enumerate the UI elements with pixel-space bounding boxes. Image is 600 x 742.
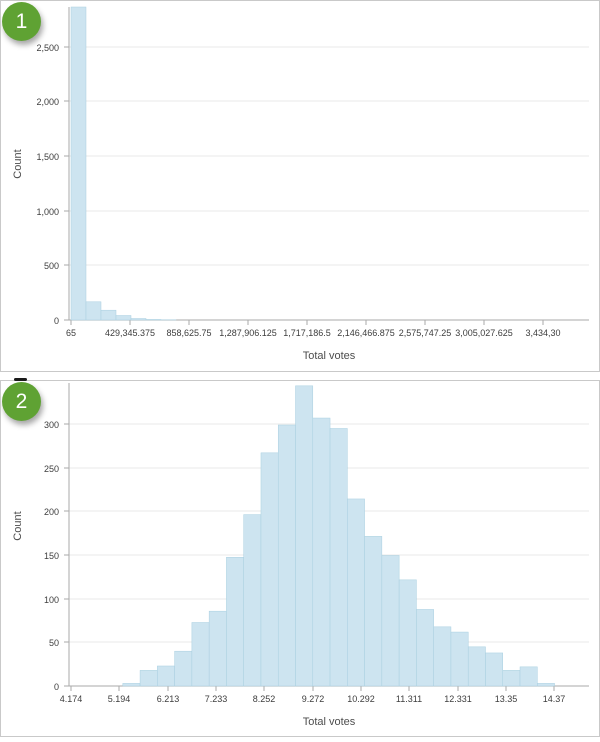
svg-text:300: 300 bbox=[44, 420, 59, 430]
svg-text:10.292: 10.292 bbox=[347, 694, 375, 704]
svg-text:65: 65 bbox=[66, 328, 76, 338]
svg-text:Total votes: Total votes bbox=[303, 716, 356, 728]
svg-text:0: 0 bbox=[54, 682, 59, 692]
svg-text:250: 250 bbox=[44, 464, 59, 474]
svg-text:12.331: 12.331 bbox=[444, 694, 472, 704]
svg-text:2,500: 2,500 bbox=[36, 43, 59, 53]
svg-text:4.174: 4.174 bbox=[60, 694, 83, 704]
svg-text:1,717,186.5: 1,717,186.5 bbox=[283, 328, 331, 338]
svg-text:Count: Count bbox=[12, 149, 24, 178]
svg-text:150: 150 bbox=[44, 551, 59, 561]
svg-text:858,625.75: 858,625.75 bbox=[166, 328, 211, 338]
svg-text:500: 500 bbox=[44, 261, 59, 271]
svg-text:200: 200 bbox=[44, 507, 59, 517]
svg-text:2,575,747.25: 2,575,747.25 bbox=[399, 328, 452, 338]
svg-text:6.213: 6.213 bbox=[157, 694, 180, 704]
svg-text:3,005,027.625: 3,005,027.625 bbox=[455, 328, 513, 338]
svg-text:8.252: 8.252 bbox=[253, 694, 276, 704]
svg-text:100: 100 bbox=[44, 595, 59, 605]
svg-text:1,287,906.125: 1,287,906.125 bbox=[219, 328, 277, 338]
svg-text:Count: Count bbox=[12, 511, 24, 540]
svg-text:14.37: 14.37 bbox=[543, 694, 566, 704]
svg-text:5.194: 5.194 bbox=[108, 694, 131, 704]
svg-text:429,345.375: 429,345.375 bbox=[105, 328, 155, 338]
svg-text:2,000: 2,000 bbox=[36, 97, 59, 107]
svg-text:1,500: 1,500 bbox=[36, 152, 59, 162]
svg-text:3,434,30: 3,434,30 bbox=[525, 328, 560, 338]
svg-text:Total votes: Total votes bbox=[303, 350, 356, 362]
svg-text:1,000: 1,000 bbox=[36, 207, 59, 217]
svg-text:7.233: 7.233 bbox=[205, 694, 228, 704]
svg-text:0: 0 bbox=[54, 316, 59, 326]
svg-text:2,146,466.875: 2,146,466.875 bbox=[337, 328, 395, 338]
svg-text:50: 50 bbox=[49, 638, 59, 648]
svg-text:13.35: 13.35 bbox=[495, 694, 518, 704]
svg-text:9.272: 9.272 bbox=[302, 694, 325, 704]
svg-text:11.311: 11.311 bbox=[396, 694, 422, 704]
